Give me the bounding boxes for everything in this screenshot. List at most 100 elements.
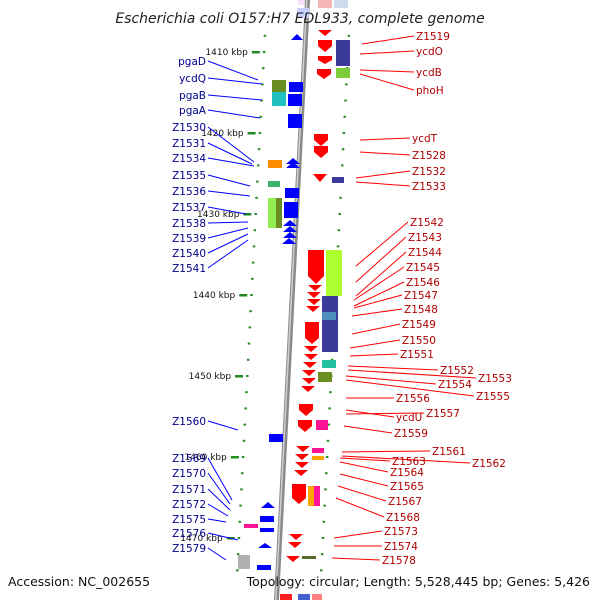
reverse-leaders: [331, 35, 477, 561]
forward-gene-label: Z1575: [172, 514, 206, 526]
cog-tracks: [238, 40, 350, 569]
reverse-gene-label: Z1561: [432, 446, 466, 458]
reverse-gene-label: Z1528: [412, 150, 446, 162]
reverse-gene-label: Z1545: [406, 262, 440, 274]
forward-gene-label: Z1538: [172, 218, 206, 230]
forward-gene-label: Z1531: [172, 138, 206, 150]
forward-gene-label: Z1539: [172, 233, 206, 245]
reverse-gene-label: Z1543: [408, 232, 442, 244]
reverse-gene-label: Z1574: [384, 541, 418, 553]
reverse-arrow: [295, 454, 309, 460]
reverse-arrow: [313, 174, 327, 182]
reverse-gene-label: Z1556: [396, 393, 430, 405]
major-tick: [243, 213, 252, 216]
kbp-label: 1420 kbp: [201, 129, 244, 139]
major-tick: [239, 294, 248, 297]
reverse-gene-label: Z1533: [412, 181, 446, 193]
reverse-arrow: [318, 30, 332, 36]
reverse-gene-arrows: [286, 30, 332, 562]
reverse-gene-label: Z1559: [394, 428, 428, 440]
kbp-label: 1410 kbp: [205, 48, 248, 58]
reverse-arrow: [303, 362, 317, 368]
kbp-labels: 1410 kbp 1420 kbp 1430 kbp 1440 kbp 1450 kbp…: [180, 48, 248, 544]
reverse-arrow: [305, 322, 319, 344]
forward-gene-label: Z1530: [172, 122, 206, 134]
accession-label: Accession: NC_002655: [8, 574, 150, 589]
forward-gene-label: Z1534: [172, 153, 206, 165]
reverse-gene-label: ycdB: [416, 67, 442, 79]
reverse-gene-label: Z1555: [476, 391, 510, 403]
forward-arrow: [286, 162, 300, 168]
forward-gene-label: Z1571: [172, 484, 206, 496]
reverse-gene-label: Z1532: [412, 166, 446, 178]
forward-gene-label: Z1572: [172, 499, 206, 511]
reverse-gene-label: Z1567: [388, 496, 422, 508]
reverse-gene-label: Z1519: [416, 31, 450, 43]
reverse-gene-labels: Z1519 ycdO ycdB phoH ycdT Z1528 Z1532 Z1533 Z154…: [382, 31, 512, 567]
forward-arrow: [285, 182, 299, 198]
bottom-edge-fragments: [280, 594, 322, 600]
forward-arrow: [257, 558, 271, 570]
kbp-label: 1470 kbp: [180, 534, 223, 544]
reverse-gene-label: Z1568: [386, 512, 420, 524]
forward-gene-label: pgaA: [179, 105, 207, 117]
reverse-arrow: [307, 292, 321, 298]
reverse-gene-label: ycdO: [416, 46, 443, 58]
reverse-gene-label: Z1550: [402, 335, 436, 347]
major-tick: [247, 132, 256, 135]
reverse-arrow: [306, 306, 320, 312]
forward-arrow: [283, 226, 297, 232]
reverse-arrow: [317, 69, 331, 79]
major-tick: [235, 375, 244, 378]
kbp-label: 1440 kbp: [193, 291, 236, 301]
forward-arrow: [260, 510, 274, 522]
reverse-gene-label: Z1554: [438, 379, 472, 391]
reverse-arrow: [302, 370, 316, 376]
forward-gene-arrows: [257, 8, 309, 570]
reverse-gene-label: Z1578: [382, 555, 416, 567]
topology-label: Topology: circular; Length: 5,528,445 bp…: [246, 574, 590, 589]
forward-gene-label: pgaB: [179, 90, 206, 102]
forward-gene-label: Z1569: [172, 453, 206, 465]
forward-gene-label: Z1535: [172, 170, 206, 182]
reverse-gene-label: Z1564: [390, 467, 424, 479]
forward-gene-label: Z1540: [172, 248, 206, 260]
reverse-gene-label: Z1563: [392, 456, 426, 468]
forward-gene-label: Z1576: [172, 528, 206, 540]
forward-arrow: [289, 76, 303, 92]
reverse-arrow: [289, 534, 303, 540]
forward-arrow: [284, 196, 298, 218]
reverse-gene-label: Z1552: [440, 365, 474, 377]
map-title: Escherichia coli O157:H7 EDL933, complet…: [115, 11, 484, 27]
kbp-label: 1430 kbp: [197, 210, 240, 220]
reverse-arrow: [304, 346, 318, 352]
reverse-gene-label: phoH: [416, 85, 444, 97]
reverse-gene-label: ycdU: [396, 412, 422, 424]
forward-gene-label: Z1570: [172, 468, 206, 480]
reverse-arrow: [318, 56, 332, 64]
reverse-arrow: [295, 462, 309, 468]
reverse-gene-label: Z1546: [406, 277, 440, 289]
kbp-label: 1460 kbp: [184, 453, 227, 463]
forward-gene-label: pgaD: [178, 56, 206, 68]
forward-gene-label: Z1579: [172, 543, 206, 555]
forward-arrow: [260, 522, 274, 532]
forward-gene-label: ycdQ: [179, 73, 206, 85]
forward-gene-label: Z1560: [172, 416, 206, 428]
major-tick: [230, 456, 239, 459]
reverse-arrow: [288, 542, 302, 548]
forward-arrow: [288, 94, 302, 106]
forward-arrow: [297, 8, 309, 18]
forward-arrow: [269, 428, 283, 442]
reverse-arrow: [286, 556, 300, 562]
reverse-gene-label: Z1557: [426, 408, 460, 420]
reverse-arrow: [298, 420, 312, 432]
reverse-arrow: [294, 470, 308, 476]
reverse-arrow: [302, 378, 316, 384]
forward-gene-label: Z1537: [172, 202, 206, 214]
forward-arrow: [286, 158, 300, 164]
reverse-arrow: [304, 354, 318, 360]
reverse-gene-label: Z1551: [400, 349, 434, 361]
reverse-gene-label: Z1542: [410, 217, 444, 229]
forward-leaders: [207, 60, 263, 561]
